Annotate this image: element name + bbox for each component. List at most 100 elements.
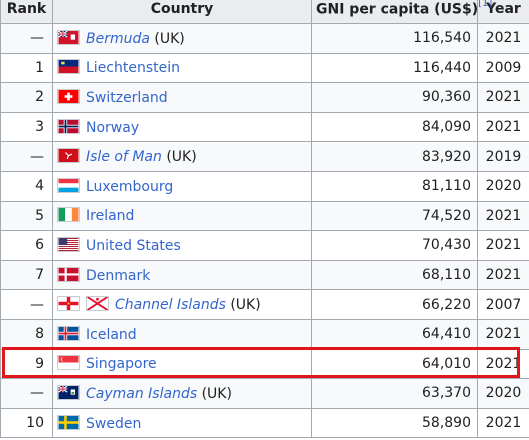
iceland-flag-icon[interactable] bbox=[57, 325, 80, 341]
country-link[interactable]: Singapore bbox=[86, 356, 157, 373]
jersey-flag-icon[interactable] bbox=[86, 296, 109, 312]
year-cell: 2019 bbox=[477, 141, 529, 172]
country-cell: Bermuda (UK) bbox=[52, 23, 312, 54]
country-link[interactable]: Channel Islands bbox=[115, 297, 226, 314]
country-cell: Iceland bbox=[52, 318, 312, 350]
gni-cell: 116,440 bbox=[311, 52, 478, 84]
country-cell: Cayman Islands (UK) bbox=[52, 378, 312, 409]
country-cell: Luxembourg bbox=[52, 170, 312, 202]
year-cell: 2021 bbox=[477, 200, 529, 232]
rank-cell: 3 bbox=[0, 111, 53, 143]
denmark-flag-icon[interactable] bbox=[57, 266, 80, 282]
gni-column-header[interactable]: GNI per capita (US$)[1] bbox=[311, 0, 492, 24]
table-row: 2 Switzerland 90,360 2021 bbox=[0, 82, 529, 113]
country-link[interactable]: Isle of Man bbox=[86, 149, 162, 166]
table-row: 4 Luxembourg 81,110 2020 bbox=[0, 170, 529, 202]
country-cell: United States bbox=[52, 230, 312, 261]
table-header-row: Rank Country GNI per capita (US$)[1] Yea… bbox=[0, 0, 529, 24]
gni-cell: 64,010 bbox=[311, 348, 478, 380]
rank-cell: 4 bbox=[0, 170, 53, 202]
ireland-flag-icon[interactable] bbox=[57, 207, 80, 223]
table-row: 10 Sweden 58,890 2021 bbox=[0, 407, 529, 439]
singapore-flag-icon[interactable] bbox=[57, 355, 80, 371]
country-link[interactable]: United States bbox=[86, 237, 181, 254]
gni-cell: 64,410 bbox=[311, 318, 478, 350]
table-row: — Cayman Islands (UK) 63,370 2020 bbox=[0, 378, 529, 409]
country-link[interactable]: Sweden bbox=[86, 415, 142, 432]
sovereignty-label: (UK) bbox=[201, 385, 232, 402]
rank-cell: 1 bbox=[0, 52, 53, 84]
country-cell: Sweden bbox=[52, 407, 312, 439]
sovereignty-label: (UK) bbox=[154, 30, 185, 47]
rank-cell: 7 bbox=[0, 259, 53, 291]
rank-column-header[interactable]: Rank bbox=[0, 0, 53, 24]
bermuda-flag-icon[interactable] bbox=[57, 29, 80, 45]
country-cell: Channel Islands (UK) bbox=[52, 289, 312, 320]
table-row: 3 Norway 84,090 2021 bbox=[0, 111, 529, 143]
year-cell: 2021 bbox=[477, 348, 529, 380]
rank-cell: 2 bbox=[0, 82, 53, 113]
year-cell: 2021 bbox=[477, 318, 529, 350]
country-link[interactable]: Switzerland bbox=[86, 89, 168, 106]
year-cell: 2020 bbox=[477, 170, 529, 202]
rank-cell: — bbox=[0, 23, 53, 54]
table-row-highlighted: 9 Singapore 64,010 2021 bbox=[0, 348, 529, 380]
country-link[interactable]: Iceland bbox=[86, 326, 137, 343]
year-column-header[interactable]: Year bbox=[477, 0, 529, 24]
country-link[interactable]: Denmark bbox=[86, 267, 151, 284]
country-cell: Norway bbox=[52, 111, 312, 143]
table-row: — Isle of Man (UK) 83,920 2019 bbox=[0, 141, 529, 172]
rank-cell: 10 bbox=[0, 407, 53, 439]
rank-cell: 9 bbox=[0, 348, 53, 380]
gni-cell: 90,360 bbox=[311, 82, 478, 113]
rank-cell: 5 bbox=[0, 200, 53, 232]
table-row: — Bermuda (UK) 116,540 2021 bbox=[0, 23, 529, 54]
liechtenstein-flag-icon[interactable] bbox=[57, 59, 80, 75]
channel-islands-flags-icon[interactable] bbox=[57, 296, 80, 312]
gni-cell: 63,370 bbox=[311, 378, 478, 409]
year-cell: 2021 bbox=[477, 230, 529, 261]
country-link[interactable]: Norway bbox=[86, 119, 140, 136]
gni-cell: 116,540 bbox=[311, 23, 478, 54]
country-cell: Switzerland bbox=[52, 82, 312, 113]
rank-cell: — bbox=[0, 378, 53, 409]
table-row: — Channel Islands (UK) 66,220 2007 bbox=[0, 289, 529, 320]
gni-cell: 83,920 bbox=[311, 141, 478, 172]
sweden-flag-icon[interactable] bbox=[57, 414, 80, 430]
rank-cell: 8 bbox=[0, 318, 53, 350]
year-cell: 2007 bbox=[477, 289, 529, 320]
gni-cell: 84,090 bbox=[311, 111, 478, 143]
country-cell: Isle of Man (UK) bbox=[52, 141, 312, 172]
gni-cell: 68,110 bbox=[311, 259, 478, 291]
rank-cell: — bbox=[0, 289, 53, 320]
reference-link[interactable]: [1] bbox=[478, 0, 493, 10]
year-cell: 2021 bbox=[477, 259, 529, 291]
gni-cell: 74,520 bbox=[311, 200, 478, 232]
united-states-flag-icon[interactable] bbox=[57, 236, 80, 252]
country-column-header[interactable]: Country bbox=[52, 0, 312, 24]
country-link[interactable]: Luxembourg bbox=[86, 178, 174, 195]
table-row: 5 Ireland 74,520 2021 bbox=[0, 200, 529, 232]
year-cell: 2020 bbox=[477, 378, 529, 409]
isle-of-man-flag-icon[interactable] bbox=[57, 148, 80, 164]
luxembourg-flag-icon[interactable] bbox=[57, 177, 80, 193]
norway-flag-icon[interactable] bbox=[57, 118, 80, 134]
country-link[interactable]: Liechtenstein bbox=[86, 60, 181, 77]
rank-cell: — bbox=[0, 141, 53, 172]
cayman-islands-flag-icon[interactable] bbox=[57, 384, 80, 400]
year-cell: 2021 bbox=[477, 23, 529, 54]
table-row: 8 Iceland 64,410 2021 bbox=[0, 318, 529, 350]
table-row: 1 Liechtenstein 116,440 2009 bbox=[0, 52, 529, 84]
country-cell: Liechtenstein bbox=[52, 52, 312, 84]
gni-cell: 66,220 bbox=[311, 289, 478, 320]
country-link[interactable]: Bermuda bbox=[86, 30, 150, 47]
year-cell: 2009 bbox=[477, 52, 529, 84]
switzerland-flag-icon[interactable] bbox=[57, 88, 80, 104]
gni-cell: 70,430 bbox=[311, 230, 478, 261]
country-cell: Singapore bbox=[52, 348, 312, 380]
country-link[interactable]: Cayman Islands bbox=[86, 385, 198, 402]
year-cell: 2021 bbox=[477, 111, 529, 143]
rank-cell: 6 bbox=[0, 230, 53, 261]
country-link[interactable]: Ireland bbox=[86, 208, 135, 225]
